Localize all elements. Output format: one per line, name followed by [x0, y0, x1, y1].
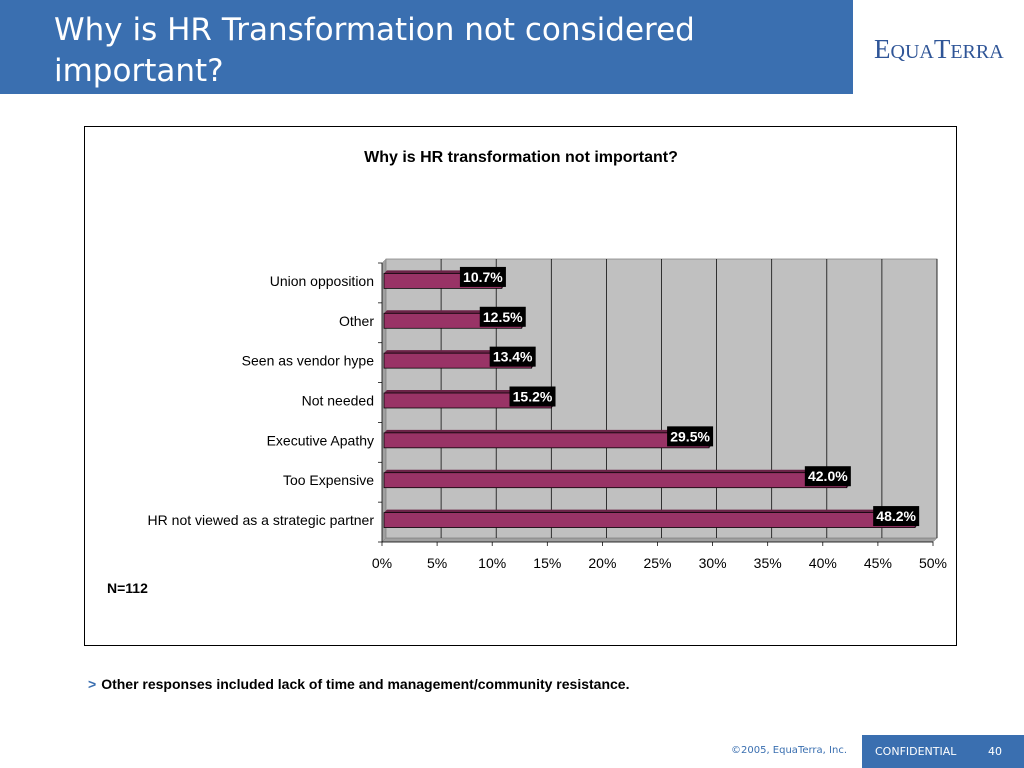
plot-floor	[381, 537, 938, 543]
value-label: 12.5%	[483, 309, 523, 325]
page-number: 40	[988, 745, 1002, 758]
value-label: 13.4%	[493, 349, 533, 365]
chart-title: Why is HR transformation not important?	[364, 149, 678, 166]
slide-title: Why is HR Transformation not considered …	[54, 12, 695, 89]
footnote: > Other responses included lack of time a…	[88, 676, 629, 692]
x-tick-label: 5%	[427, 555, 447, 571]
confidential-label: CONFIDENTIAL	[875, 745, 957, 758]
value-label: 10.7%	[463, 269, 503, 285]
value-label: 15.2%	[513, 389, 553, 405]
x-tick-label: 40%	[809, 555, 837, 571]
footer-bar: CONFIDENTIAL 40	[862, 735, 1024, 768]
footer-copyright: ©2005, EquaTerra, Inc.	[731, 745, 847, 756]
title-bar: Why is HR Transformation not considered …	[0, 0, 853, 94]
x-tick-label: 35%	[754, 555, 782, 571]
x-tick-label: 20%	[588, 555, 616, 571]
footnote-text: Other responses included lack of time an…	[101, 676, 630, 692]
category-label: Not needed	[302, 393, 374, 409]
equaterra-logo: EQUATERRA	[874, 34, 1004, 64]
category-label: Too Expensive	[283, 472, 374, 488]
bar	[383, 472, 848, 489]
x-tick-label: 25%	[643, 555, 671, 571]
category-label: Other	[339, 313, 374, 329]
bullet-arrow: >	[88, 676, 97, 692]
x-tick-label: 0%	[372, 555, 392, 571]
value-label-box	[509, 386, 556, 407]
value-label-box	[873, 506, 920, 527]
value-label: 29.5%	[670, 428, 710, 444]
sample-size-annotation: N=112	[107, 580, 148, 596]
bar-chart: Why is HR transformation not important? 0…	[107, 149, 947, 596]
bar	[383, 432, 710, 449]
value-label-box	[489, 346, 536, 367]
value-label-box	[804, 466, 851, 487]
x-tick-label: 10%	[478, 555, 506, 571]
value-label: 48.2%	[876, 508, 916, 524]
category-label: HR not viewed as a strategic partner	[148, 512, 375, 528]
category-label: Union opposition	[270, 273, 374, 289]
x-tick-label: 15%	[533, 555, 561, 571]
value-label-box	[667, 426, 714, 447]
x-tick-label: 45%	[864, 555, 892, 571]
x-tick-label: 50%	[919, 555, 947, 571]
category-label: Seen as vendor hype	[242, 353, 375, 369]
chart-frame: Why is HR transformation not important? 0…	[84, 126, 957, 646]
bar-top	[384, 509, 919, 513]
value-label-box	[459, 266, 506, 287]
value-label: 42.0%	[808, 468, 848, 484]
x-tick-label: 30%	[699, 555, 727, 571]
bar-top	[384, 429, 713, 433]
value-label-box	[479, 306, 526, 327]
bar	[383, 512, 916, 528]
bar-top	[384, 469, 850, 473]
category-label: Executive Apathy	[267, 432, 374, 448]
